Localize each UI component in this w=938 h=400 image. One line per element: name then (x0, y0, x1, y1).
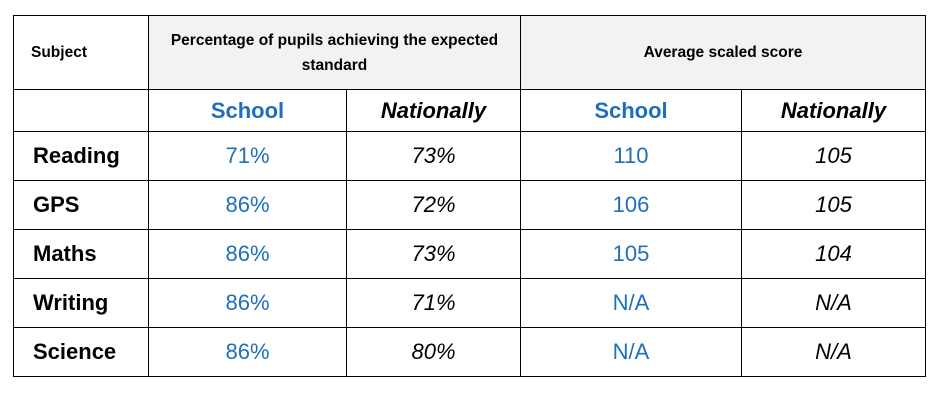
header-row-sub: School Nationally School Nationally (13, 89, 926, 132)
subject-header: Subject (13, 15, 149, 90)
table-row: Science 86% 80% N/A N/A (13, 327, 926, 377)
score-header: Average scaled score (520, 15, 926, 90)
pct-national-cell: 71% (346, 278, 521, 328)
score-school-cell: 106 (520, 180, 742, 230)
pct-school-cell: 71% (148, 131, 347, 181)
table-row: Maths 86% 73% 105 104 (13, 229, 926, 279)
pct-school-cell: 86% (148, 180, 347, 230)
score-national-cell: N/A (741, 327, 926, 377)
pct-national-cell: 73% (346, 131, 521, 181)
pct-national-cell: 73% (346, 229, 521, 279)
pct-national-cell: 72% (346, 180, 521, 230)
pct-school-cell: 86% (148, 229, 347, 279)
table-row: Reading 71% 73% 110 105 (13, 131, 926, 181)
score-national-cell: 105 (741, 131, 926, 181)
table-row: Writing 86% 71% N/A N/A (13, 278, 926, 328)
subject-name: Science (13, 327, 149, 377)
score-national-cell: 105 (741, 180, 926, 230)
score-national-cell: 104 (741, 229, 926, 279)
subject-name: Writing (13, 278, 149, 328)
score-school-cell: N/A (520, 278, 742, 328)
score-school-cell: 110 (520, 131, 742, 181)
percentage-header: Percentage of pupils achieving the expec… (148, 15, 521, 90)
blank-header-cell (13, 89, 149, 132)
subject-name: Maths (13, 229, 149, 279)
score-school-cell: N/A (520, 327, 742, 377)
score-school-header: School (520, 89, 742, 132)
table-row: GPS 86% 72% 106 105 (13, 180, 926, 230)
score-school-cell: 105 (520, 229, 742, 279)
pct-school-cell: 86% (148, 327, 347, 377)
results-table: Subject Percentage of pupils achieving t… (13, 15, 926, 377)
pct-national-cell: 80% (346, 327, 521, 377)
subject-name: GPS (13, 180, 149, 230)
pct-school-header: School (148, 89, 347, 132)
score-national-header: Nationally (741, 89, 926, 132)
subject-name: Reading (13, 131, 149, 181)
pct-national-header: Nationally (346, 89, 521, 132)
header-row-main: Subject Percentage of pupils achieving t… (13, 15, 926, 90)
pct-school-cell: 86% (148, 278, 347, 328)
score-national-cell: N/A (741, 278, 926, 328)
